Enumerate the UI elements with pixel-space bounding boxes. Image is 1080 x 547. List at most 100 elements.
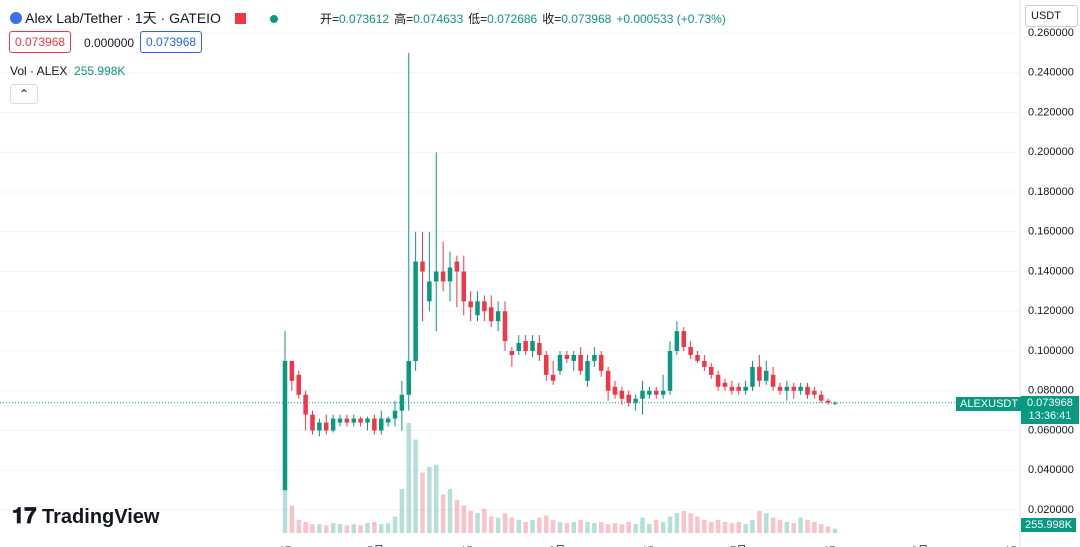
candle-body xyxy=(372,418,377,431)
flag[interactable] xyxy=(234,13,246,24)
candle-body xyxy=(296,374,301,395)
volume-bar xyxy=(516,519,521,533)
vol-legend: Vol · ALEX 255.998K xyxy=(10,64,125,78)
candle-body xyxy=(564,354,570,359)
volume-bar xyxy=(289,505,295,533)
candle-body xyxy=(729,386,735,391)
volume-bar xyxy=(310,524,315,533)
volume-bar xyxy=(379,524,384,533)
volume-bar xyxy=(571,522,576,533)
volume-bar xyxy=(626,522,631,533)
candle-body xyxy=(592,354,597,361)
candle-body xyxy=(482,301,487,312)
volume-bar xyxy=(812,522,817,533)
candle-body xyxy=(351,418,356,423)
volume-bar xyxy=(557,522,563,533)
symbol[interactable]: Alex Lab/Tether · 1天 · GATEIO xyxy=(25,10,221,26)
volume-bar xyxy=(482,508,487,533)
ohlc-value: 0.073968 xyxy=(561,12,612,26)
y-tick-label: 0.060000 xyxy=(1028,424,1074,436)
candle-body xyxy=(420,261,425,272)
candle-body xyxy=(798,386,803,391)
x-tick-label: 15 xyxy=(642,545,654,547)
candle-body xyxy=(681,331,686,348)
candle-body xyxy=(605,370,611,391)
y-tick-label: 0.120000 xyxy=(1028,305,1074,317)
ohlc-label: 低= xyxy=(468,12,488,26)
volume-bar xyxy=(791,523,796,533)
y-tick-label: 0.020000 xyxy=(1028,504,1074,516)
candle-body xyxy=(654,390,659,395)
volume-bar xyxy=(709,522,714,533)
volume-bar xyxy=(495,517,501,533)
ohlc-value: 0.073612 xyxy=(339,12,390,26)
price-tag: 0.073968 13:36:41 xyxy=(1021,396,1079,424)
x-tick-label: 15 xyxy=(1004,545,1016,547)
volume-bar xyxy=(509,517,515,533)
candle-body xyxy=(530,341,535,351)
candle-body xyxy=(722,382,728,387)
candle-body xyxy=(468,301,473,308)
volume-bar xyxy=(537,517,542,533)
candle-body xyxy=(475,301,480,316)
volume-bar xyxy=(667,516,673,533)
y-tick-label: 0.160000 xyxy=(1028,226,1074,238)
volume-bar xyxy=(770,517,776,533)
candle-body xyxy=(365,418,370,423)
candle-body xyxy=(805,386,810,395)
candle-body xyxy=(324,422,329,431)
x-tick-label: 17 xyxy=(823,545,835,547)
volume-bar xyxy=(736,522,741,533)
header: Alex Lab/Tether · 1天 · GATEIO xyxy=(10,8,278,28)
candle-body xyxy=(399,394,405,411)
currency[interactable]: USDT xyxy=(1025,5,1078,27)
candle-body xyxy=(413,261,418,361)
volume-bar xyxy=(434,464,439,533)
volume-bar xyxy=(461,505,466,533)
volume-bar xyxy=(578,519,583,533)
candle-body xyxy=(674,331,680,351)
candle-body xyxy=(819,394,824,401)
volume-bar xyxy=(619,524,625,533)
volume-bar xyxy=(468,511,473,533)
symbol-icon xyxy=(10,12,22,24)
symbol-tag: ALEXUSDT xyxy=(956,397,1023,411)
candle-body xyxy=(495,311,501,322)
x-tick-label: 8月 xyxy=(911,545,928,547)
candle-body xyxy=(764,370,769,381)
y-tick-label: 0.180000 xyxy=(1028,186,1074,198)
candle-body xyxy=(702,360,707,367)
candle-body xyxy=(599,354,604,371)
candle-body xyxy=(447,267,453,282)
countdown: 13:36:41 xyxy=(1028,410,1072,422)
volume-bar xyxy=(757,511,762,533)
candle-body xyxy=(317,422,322,431)
candle-body xyxy=(523,341,528,351)
y-tick-label: 0.040000 xyxy=(1028,464,1074,476)
last-price: 0.073968 xyxy=(1027,397,1073,409)
volume-bar xyxy=(337,524,343,533)
volume-bar xyxy=(420,472,425,533)
volume-bar xyxy=(296,519,301,533)
sell-box[interactable]: 0.073968 xyxy=(9,31,72,53)
volume-bar xyxy=(372,522,377,533)
volume-bar xyxy=(674,513,680,533)
vol-label: Vol · ALEX xyxy=(10,64,68,78)
candle-body xyxy=(537,343,542,355)
candle-body xyxy=(825,400,831,403)
buy-box[interactable]: 0.073968 xyxy=(140,31,203,53)
x-tick-label: 15 xyxy=(460,545,472,547)
volume-bar xyxy=(695,516,700,533)
volume-bar xyxy=(750,519,755,533)
volume-bar xyxy=(399,489,405,533)
volume-bar xyxy=(605,524,611,533)
collapse-button[interactable]: ⌃ xyxy=(10,84,38,104)
volume-bar xyxy=(722,522,728,533)
volume-bar xyxy=(805,519,810,533)
volume-bar xyxy=(819,524,824,533)
candle-body xyxy=(330,418,336,431)
candle-body xyxy=(344,418,350,423)
volume-bar xyxy=(330,523,336,533)
candle-body xyxy=(427,281,432,302)
